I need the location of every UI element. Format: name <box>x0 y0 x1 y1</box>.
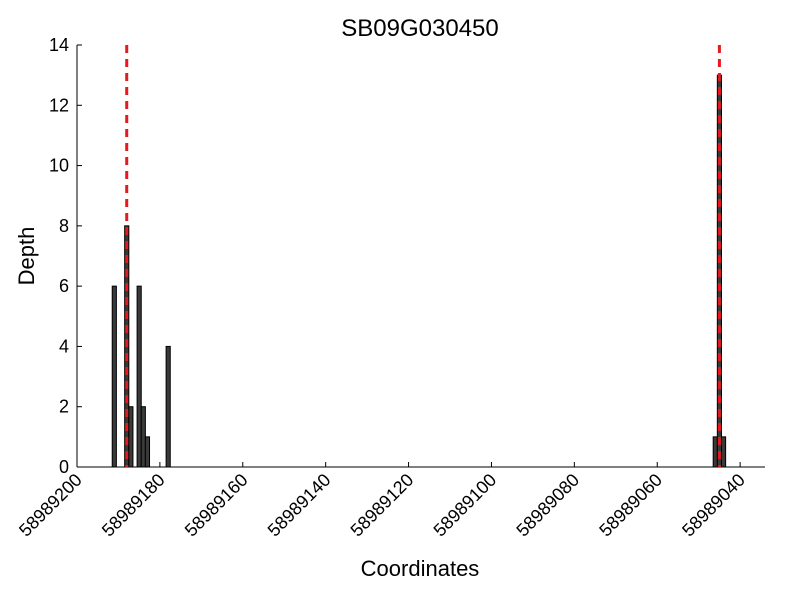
y-tick-label: 10 <box>49 156 69 176</box>
x-tick-label: 58989180 <box>98 470 169 541</box>
x-tick-label: 58989140 <box>264 470 335 541</box>
bar <box>144 436 151 468</box>
y-tick-label: 4 <box>59 336 69 356</box>
bar <box>712 436 718 468</box>
y-tick-label: 14 <box>49 35 69 55</box>
x-tick-label: 58989080 <box>512 470 583 541</box>
bar <box>165 345 171 468</box>
y-tick-label: 0 <box>59 457 69 477</box>
chart-title: SB09G030450 <box>341 15 498 42</box>
y-tick-label: 12 <box>49 95 69 115</box>
y-axis-label: Depth <box>14 227 39 286</box>
x-tick-label: 58989040 <box>678 470 749 541</box>
x-tick-label: 58989100 <box>430 470 501 541</box>
bar <box>140 406 146 468</box>
x-tick-label: 58989200 <box>15 470 86 541</box>
x-tick-label: 58989060 <box>595 470 666 541</box>
x-tick-label: 58989120 <box>347 470 418 541</box>
bar <box>720 436 727 468</box>
bar <box>128 406 134 468</box>
y-tick-label: 2 <box>59 397 69 417</box>
bar <box>111 285 117 468</box>
y-tick-label: 6 <box>59 276 69 296</box>
x-axis-label: Coordinates <box>361 556 480 581</box>
y-tick-label: 8 <box>59 216 69 236</box>
x-tick-label: 58989160 <box>181 470 252 541</box>
bar <box>136 285 142 468</box>
